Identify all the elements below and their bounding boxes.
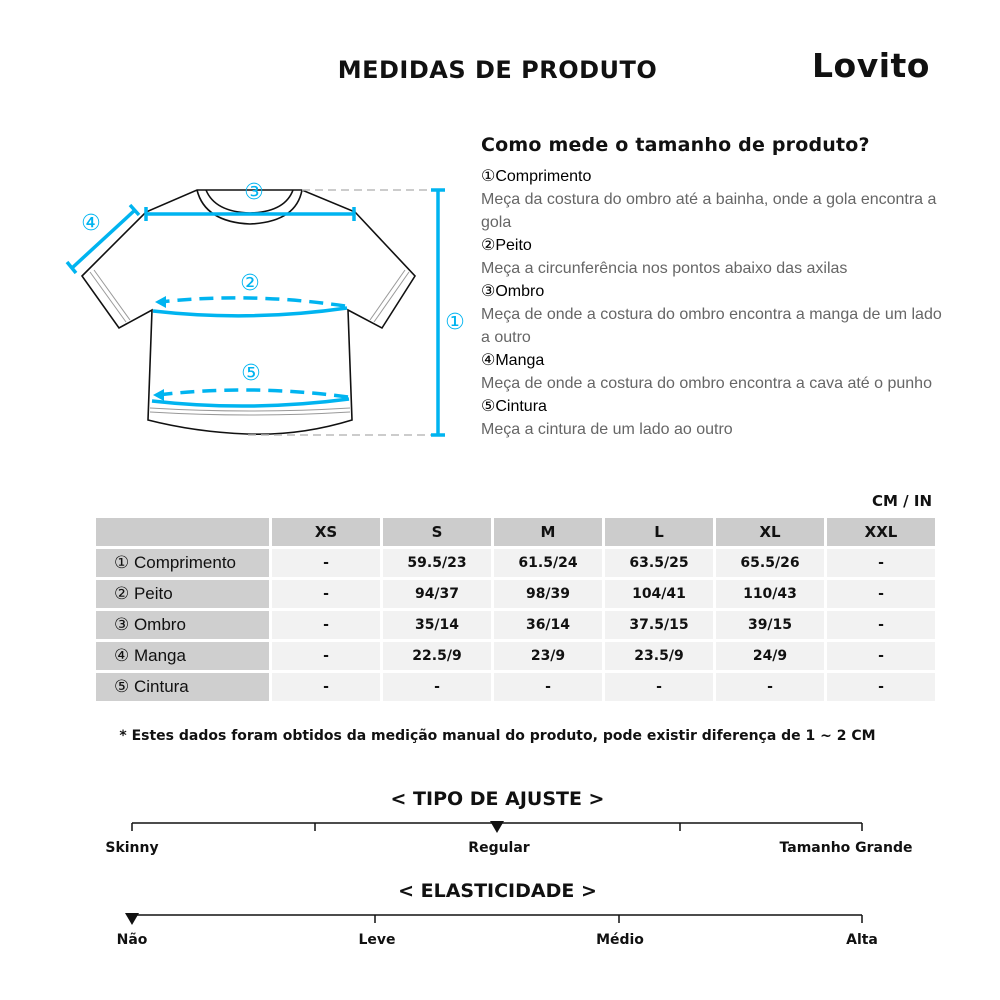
tshirt-outline [80,189,417,436]
row-label: ⑤ Cintura [96,673,269,701]
fit-scale [131,821,863,833]
table-cell: - [827,642,935,670]
table-cell: - [272,611,380,639]
marker-2: ② [240,271,260,296]
table-cell: - [605,673,713,701]
table-row: ④ Manga -22.5/9 23/9 23.5/9 24/9- [96,642,935,670]
marker-5: ⑤ [241,361,261,386]
table-cell: 110/43 [716,580,824,608]
table-cell: 36/14 [494,611,602,639]
column-header-xl: XL [716,518,824,546]
elasticity-label-leve: Leve [358,932,396,948]
sleeve-line [70,208,137,270]
row-label: ③ Ombro [96,611,269,639]
fit-label-regular: Regular [468,840,530,856]
table-cell: 24/9 [716,642,824,670]
size-table: XS S M L XL XXL ① Comprimento -59.5/23 61.5/24 6… [93,515,938,704]
table-cell: 65.5/26 [716,549,824,577]
chest-line [152,306,348,318]
row-label: ① Comprimento [96,549,269,577]
marker-4: ④ [81,211,101,236]
unit-label: CM / IN [872,492,932,510]
table-cell: 94/37 [383,580,491,608]
table-cell: 104/41 [605,580,713,608]
marker-3: ③ [244,180,264,205]
table-cell: 37.5/15 [605,611,713,639]
table-cell: - [716,673,824,701]
table-row: ⑤ Cintura - - - - - - [96,673,935,701]
elasticity-title: < ELASTICIDADE > [398,880,597,902]
column-header-xs: XS [272,518,380,546]
guide-item: ②Peito Meça a circunferência nos pontos a… [481,237,848,277]
table-cell: - [272,673,380,701]
elasticity-marker-icon [125,913,139,925]
guide-item: ①Comprimento Meça da costura do ombro até… [481,168,937,231]
table-cell: 23.5/9 [605,642,713,670]
row-label: ② Peito [96,580,269,608]
table-row: ① Comprimento -59.5/23 61.5/24 63.5/25 65.5/… [96,549,935,577]
column-header-xxl: XXL [827,518,935,546]
elasticity-label-alta: Alta [846,932,878,948]
row-label: ④ Manga [96,642,269,670]
fit-label-large: Tamanho Grande [779,840,913,856]
corner-cell [96,518,269,546]
guide-heading: Como mede o tamanho de produto? [481,134,870,156]
table-cell: 63.5/25 [605,549,713,577]
column-header-l: L [605,518,713,546]
table-row: ② Peito -94/37 98/39 104/41 110/43- [96,580,935,608]
table-cell: - [827,549,935,577]
guide-item: ⑤Cintura Meça a cintura de um lado ao out… [481,398,733,438]
table-cell: 23/9 [494,642,602,670]
table-cell: 61.5/24 [494,549,602,577]
table-cell: 22.5/9 [383,642,491,670]
column-header-s: S [383,518,491,546]
elasticity-scale [125,913,863,925]
table-cell: - [383,673,491,701]
table-cell: - [827,580,935,608]
table-cell: - [827,611,935,639]
column-header-m: M [494,518,602,546]
tshirt-diagram: ① ② ③ ④ ⑤ [65,180,465,437]
measurement-note: * Estes dados foram obtidos da medição m… [119,728,876,744]
table-cell: - [272,549,380,577]
table-cell: - [272,580,380,608]
waist-line [151,397,350,408]
guide-item: ③Ombro Meça de onde a costura do ombro en… [481,283,942,346]
guide-item: ④Manga Meça de onde a costura do ombro en… [481,352,932,392]
elasticity-label-medio: Médio [596,932,644,948]
fit-label-skinny: Skinny [105,840,159,856]
table-header-row: XS S M L XL XXL [96,518,935,546]
fit-marker-icon [490,821,504,833]
brand-logo: Lovito [812,46,930,85]
table-cell: 98/39 [494,580,602,608]
table-cell: - [272,642,380,670]
fit-title: < TIPO DE AJUSTE > [390,788,605,810]
table-cell: 35/14 [383,611,491,639]
table-cell: - [827,673,935,701]
table-cell: - [494,673,602,701]
table-cell: 59.5/23 [383,549,491,577]
measurement-guide: Como mede o tamanho de produto? ①Comprim… [481,134,951,441]
page-title: MEDIDAS DE PRODUTO [337,56,658,84]
marker-1: ① [445,310,465,335]
table-row: ③ Ombro -35/14 36/14 37.5/15 39/15- [96,611,935,639]
table-cell: 39/15 [716,611,824,639]
elasticity-label-nao: Não [116,932,148,948]
